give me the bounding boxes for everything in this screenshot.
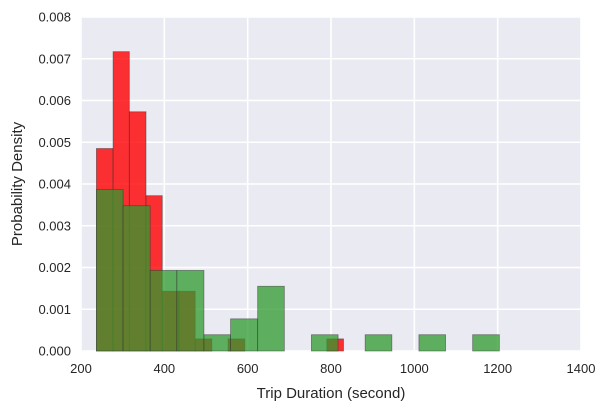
x-tick-label: 200: [70, 361, 92, 376]
histogram-bar: [472, 334, 500, 352]
histogram-bar: [122, 205, 151, 352]
histogram-bar: [203, 334, 231, 352]
x-tick-labels: 200 400 600 800 1000 1200 1400: [70, 361, 595, 376]
y-tick-label: 0.000: [38, 344, 71, 359]
histogram-bar: [418, 334, 446, 352]
histogram-bar: [311, 334, 339, 352]
x-tick-label: 1400: [567, 361, 596, 376]
y-tick-label: 0.008: [38, 10, 71, 25]
x-tick-label: 1200: [483, 361, 512, 376]
x-tick-label: 800: [320, 361, 342, 376]
x-tick-label: 400: [153, 361, 175, 376]
histogram-bar: [149, 270, 178, 352]
y-axis-label: Probability Density: [9, 121, 26, 246]
y-tick-label: 0.002: [38, 260, 71, 275]
y-tick-labels: 0.000 0.001 0.002 0.003 0.004 0.005 0.006 0.007…: [38, 10, 71, 359]
histogram-bar: [230, 318, 259, 352]
y-tick-label: 0.005: [38, 135, 71, 150]
x-tick-label: 600: [237, 361, 259, 376]
histogram-bar: [257, 285, 285, 352]
y-tick-label: 0.003: [38, 218, 71, 233]
y-tick-label: 0.004: [38, 177, 71, 192]
histogram-bar: [176, 270, 205, 352]
x-tick-label: 1000: [400, 361, 429, 376]
y-tick-label: 0.001: [38, 302, 71, 317]
y-tick-label: 0.007: [38, 51, 71, 66]
histogram-bar: [96, 189, 124, 352]
histogram-series-2: [96, 189, 500, 352]
histogram-bar: [364, 334, 393, 352]
y-tick-label: 0.006: [38, 93, 71, 108]
histogram-bars: [96, 51, 500, 352]
x-axis-label: Trip Duration (second): [257, 385, 406, 402]
